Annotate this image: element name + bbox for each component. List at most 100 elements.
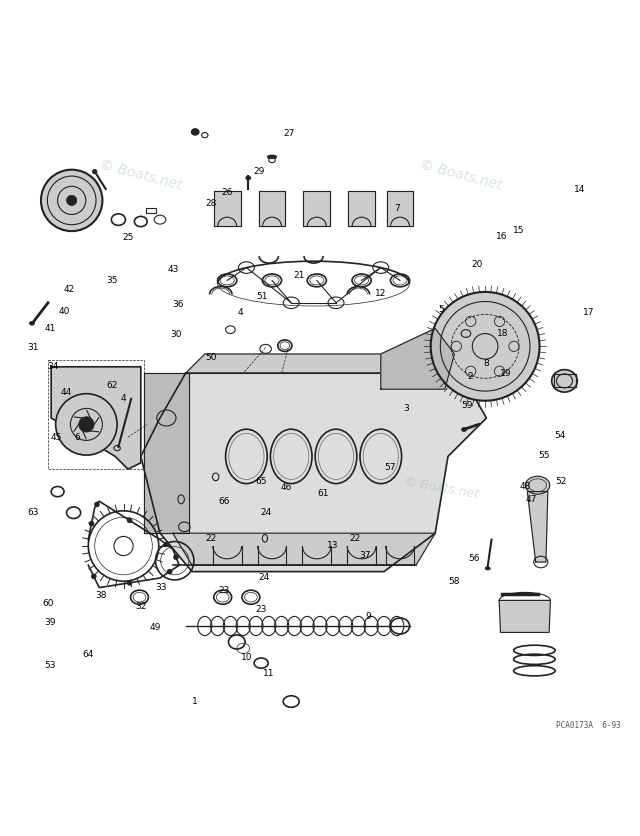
Text: 36: 36 — [172, 300, 184, 309]
Text: 3: 3 — [404, 404, 409, 413]
Text: 45: 45 — [51, 433, 62, 441]
Text: 43: 43 — [167, 265, 179, 274]
Polygon shape — [144, 373, 189, 533]
Text: 24: 24 — [260, 508, 271, 517]
Text: 5: 5 — [439, 304, 444, 314]
Text: © Boats.net: © Boats.net — [403, 476, 480, 502]
Text: 25: 25 — [122, 233, 134, 242]
Text: 56: 56 — [468, 554, 479, 563]
Text: 38: 38 — [95, 591, 107, 600]
Polygon shape — [51, 367, 141, 469]
Text: 44: 44 — [60, 388, 72, 397]
Text: 64: 64 — [83, 650, 94, 660]
Polygon shape — [348, 191, 375, 226]
Circle shape — [167, 569, 172, 574]
Text: 26: 26 — [221, 188, 233, 197]
Polygon shape — [381, 329, 454, 390]
Text: 57: 57 — [385, 463, 396, 472]
Text: 11: 11 — [263, 670, 275, 679]
Ellipse shape — [461, 427, 467, 431]
Text: 37: 37 — [359, 551, 371, 560]
Circle shape — [41, 170, 102, 231]
Text: 55: 55 — [538, 451, 550, 460]
Ellipse shape — [191, 129, 199, 135]
Text: 52: 52 — [556, 477, 567, 487]
Ellipse shape — [29, 321, 35, 325]
Circle shape — [127, 517, 132, 523]
Text: 10: 10 — [241, 654, 252, 662]
Text: 33: 33 — [156, 583, 167, 592]
Text: 4: 4 — [237, 308, 243, 317]
Text: 61: 61 — [317, 489, 329, 498]
Text: 23: 23 — [255, 605, 267, 614]
Text: 53: 53 — [44, 661, 56, 670]
Text: 17: 17 — [583, 308, 595, 317]
Circle shape — [127, 580, 132, 585]
Text: PCA0173A  6-93: PCA0173A 6-93 — [556, 721, 621, 731]
Circle shape — [95, 502, 100, 507]
Text: 35: 35 — [106, 276, 118, 285]
Text: 4: 4 — [121, 395, 126, 403]
Polygon shape — [387, 191, 413, 226]
Circle shape — [79, 416, 94, 432]
Circle shape — [92, 573, 97, 579]
Text: 15: 15 — [513, 226, 524, 235]
Polygon shape — [499, 600, 550, 632]
Text: 29: 29 — [253, 167, 265, 176]
Text: 13: 13 — [327, 542, 339, 550]
Polygon shape — [141, 373, 486, 572]
Circle shape — [173, 554, 179, 560]
Polygon shape — [259, 191, 285, 226]
Text: 6: 6 — [74, 433, 79, 441]
Text: 19: 19 — [500, 369, 511, 378]
Ellipse shape — [525, 477, 550, 494]
Text: 41: 41 — [44, 324, 56, 333]
Polygon shape — [214, 191, 241, 226]
Circle shape — [164, 542, 169, 547]
Text: 18: 18 — [497, 329, 509, 338]
Text: 46: 46 — [281, 482, 292, 492]
Polygon shape — [303, 191, 330, 226]
Ellipse shape — [485, 567, 490, 570]
Text: 27: 27 — [284, 129, 295, 138]
Polygon shape — [527, 492, 548, 562]
Ellipse shape — [93, 170, 97, 174]
Text: 28: 28 — [205, 199, 217, 208]
Circle shape — [431, 292, 540, 400]
Text: 59: 59 — [461, 400, 473, 410]
Polygon shape — [554, 375, 576, 387]
Text: 66: 66 — [218, 497, 230, 506]
Text: 62: 62 — [106, 381, 118, 390]
Circle shape — [56, 394, 117, 455]
Text: © Boats.net: © Boats.net — [418, 157, 504, 192]
Text: 23: 23 — [218, 586, 230, 595]
Text: 30: 30 — [170, 330, 182, 339]
Bar — [146, 208, 156, 213]
Text: 51: 51 — [257, 292, 268, 301]
Text: 24: 24 — [259, 573, 270, 583]
Text: 20: 20 — [471, 260, 483, 269]
Text: 60: 60 — [42, 599, 54, 608]
Text: 9: 9 — [365, 612, 371, 621]
Polygon shape — [173, 533, 435, 565]
Text: 22: 22 — [349, 534, 361, 543]
Text: 54: 54 — [554, 431, 566, 441]
Text: 49: 49 — [150, 624, 161, 632]
Text: 2: 2 — [468, 372, 473, 381]
Polygon shape — [186, 354, 474, 373]
Text: 58: 58 — [449, 577, 460, 586]
Text: © Boats.net: © Boats.net — [98, 157, 184, 192]
Text: 47: 47 — [525, 496, 537, 504]
Circle shape — [89, 521, 94, 526]
Text: 7: 7 — [394, 204, 399, 213]
Text: 32: 32 — [135, 602, 147, 611]
Text: 48: 48 — [519, 482, 531, 491]
Text: 14: 14 — [573, 185, 585, 194]
Text: 16: 16 — [496, 232, 508, 242]
Text: 8: 8 — [484, 359, 489, 368]
Ellipse shape — [246, 176, 251, 180]
Text: 65: 65 — [255, 477, 267, 487]
Circle shape — [67, 196, 77, 206]
Text: 40: 40 — [58, 307, 70, 316]
Text: 31: 31 — [28, 343, 39, 352]
